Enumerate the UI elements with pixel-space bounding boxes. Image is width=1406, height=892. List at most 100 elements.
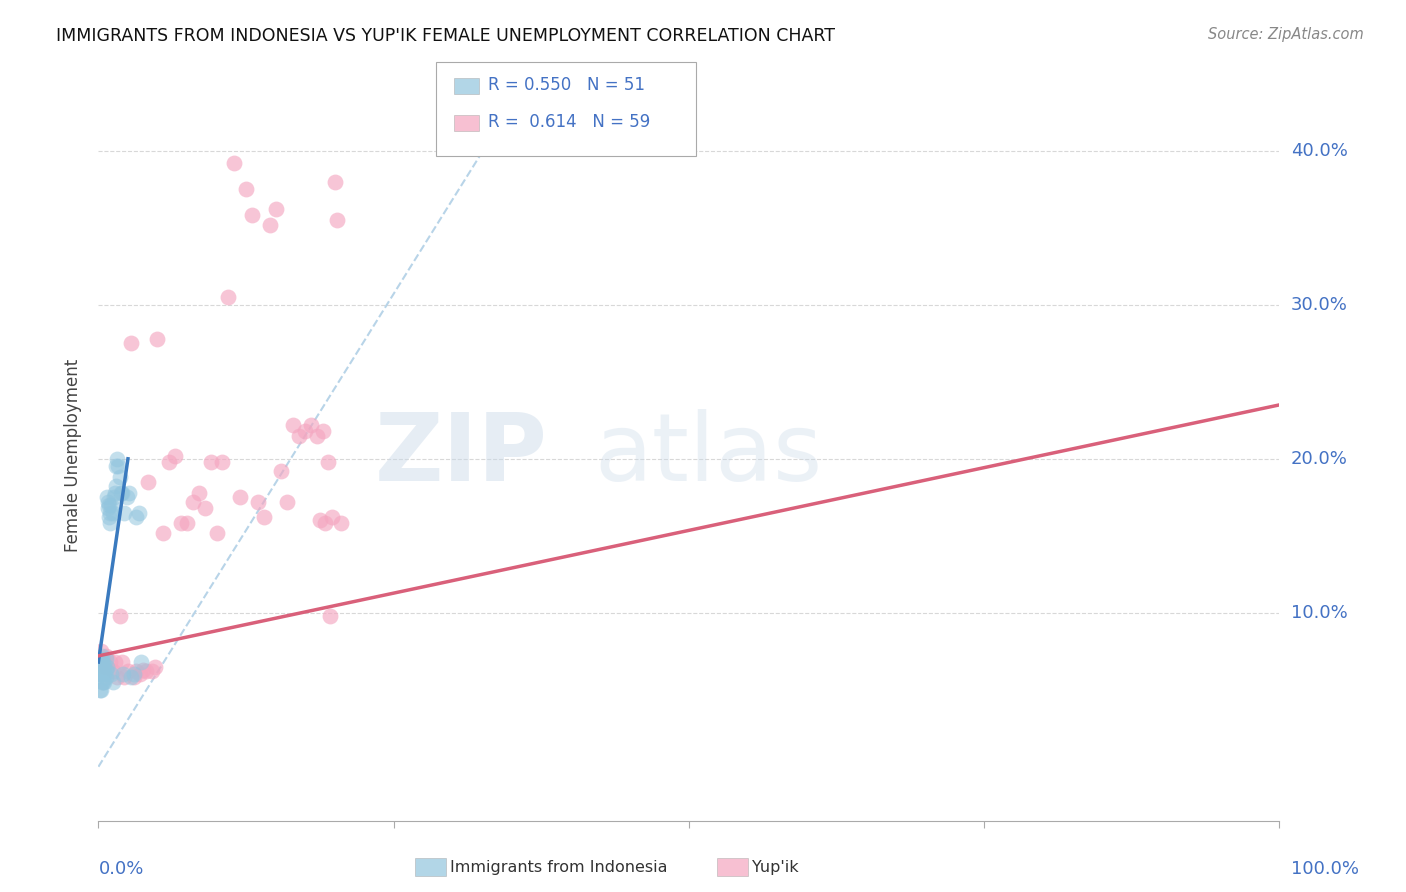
- Point: [105, 459, 128, 474]
- Point: [93, 675, 115, 690]
- Text: R =  0.614   N = 59: R = 0.614 N = 59: [488, 113, 650, 131]
- Point: [316, 455, 339, 469]
- Point: [112, 667, 135, 681]
- Point: [96, 659, 118, 673]
- Text: IMMIGRANTS FROM INDONESIA VS YUP'IK FEMALE UNEMPLOYMENT CORRELATION CHART: IMMIGRANTS FROM INDONESIA VS YUP'IK FEMA…: [56, 27, 835, 45]
- Point: [259, 218, 281, 232]
- Text: 30.0%: 30.0%: [1291, 296, 1347, 314]
- Point: [276, 495, 298, 509]
- Point: [90, 659, 112, 673]
- Point: [125, 510, 148, 524]
- Point: [98, 498, 121, 512]
- Point: [103, 490, 125, 504]
- Point: [97, 495, 120, 509]
- Point: [93, 659, 115, 673]
- Point: [91, 655, 114, 669]
- Point: [314, 516, 336, 531]
- Point: [91, 667, 114, 681]
- Point: [112, 506, 135, 520]
- Point: [98, 506, 121, 520]
- Point: [89, 659, 111, 673]
- Point: [187, 485, 209, 500]
- Point: [128, 506, 150, 520]
- Text: 10.0%: 10.0%: [1291, 604, 1347, 622]
- Point: [128, 667, 150, 681]
- Point: [117, 665, 139, 679]
- Point: [122, 667, 145, 681]
- Point: [98, 510, 121, 524]
- Point: [176, 516, 198, 531]
- Point: [132, 663, 155, 677]
- Point: [94, 670, 117, 684]
- Point: [122, 670, 145, 684]
- Point: [91, 675, 114, 690]
- Point: [115, 490, 138, 504]
- Point: [217, 290, 239, 304]
- Point: [205, 525, 228, 540]
- Point: [211, 455, 233, 469]
- Point: [89, 682, 111, 697]
- Point: [93, 667, 115, 681]
- Text: 100.0%: 100.0%: [1291, 860, 1358, 878]
- Point: [194, 501, 217, 516]
- Point: [235, 182, 257, 196]
- Point: [152, 525, 174, 540]
- Point: [321, 510, 343, 524]
- Point: [121, 336, 143, 351]
- Point: [93, 659, 115, 673]
- Point: [143, 659, 166, 673]
- Point: [101, 675, 124, 690]
- Point: [105, 451, 128, 466]
- Point: [312, 424, 335, 438]
- Point: [229, 490, 252, 504]
- Point: [105, 670, 128, 684]
- Point: [121, 670, 143, 684]
- Point: [112, 670, 135, 684]
- Point: [90, 682, 112, 697]
- Point: [98, 655, 121, 669]
- Point: [91, 655, 114, 669]
- Point: [104, 485, 127, 500]
- Point: [90, 667, 112, 681]
- Point: [181, 495, 204, 509]
- Text: Immigrants from Indonesia: Immigrants from Indonesia: [450, 860, 668, 874]
- Point: [110, 485, 132, 500]
- Point: [329, 516, 352, 531]
- Point: [326, 213, 349, 227]
- Point: [246, 495, 269, 509]
- Point: [94, 663, 117, 677]
- Point: [104, 655, 127, 669]
- Point: [305, 428, 328, 442]
- Point: [294, 424, 316, 438]
- Point: [157, 455, 180, 469]
- Point: [319, 608, 342, 623]
- Point: [100, 498, 122, 512]
- Point: [105, 479, 128, 493]
- Point: [129, 655, 152, 669]
- Point: [94, 652, 117, 666]
- Point: [240, 209, 263, 223]
- Point: [91, 655, 114, 669]
- Text: R = 0.550   N = 51: R = 0.550 N = 51: [488, 76, 645, 94]
- Point: [283, 417, 305, 432]
- Point: [96, 490, 118, 504]
- Y-axis label: Female Unemployment: Female Unemployment: [65, 359, 83, 551]
- Text: ZIP: ZIP: [374, 409, 547, 501]
- Point: [118, 485, 141, 500]
- Point: [101, 506, 124, 520]
- Point: [101, 665, 124, 679]
- Point: [323, 175, 346, 189]
- Point: [90, 652, 112, 666]
- Point: [108, 470, 131, 484]
- Text: 40.0%: 40.0%: [1291, 142, 1347, 160]
- Point: [111, 485, 134, 500]
- Point: [100, 667, 122, 681]
- Point: [165, 449, 187, 463]
- Text: atlas: atlas: [595, 409, 823, 501]
- Point: [125, 665, 148, 679]
- Point: [200, 455, 222, 469]
- Point: [135, 665, 157, 679]
- Point: [91, 675, 114, 690]
- Point: [97, 501, 120, 516]
- Text: 0.0%: 0.0%: [98, 860, 143, 878]
